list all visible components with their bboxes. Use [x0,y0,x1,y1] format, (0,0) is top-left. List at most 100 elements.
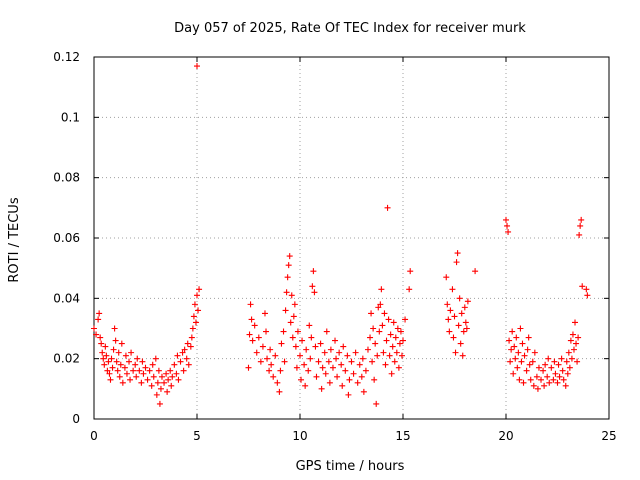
x-tick-label: 25 [601,429,616,443]
data-point [444,301,451,308]
data-point [574,358,581,365]
data-point [298,376,305,383]
data-point [289,334,296,341]
data-point [531,349,538,356]
data-point [188,334,195,341]
data-point [115,349,122,356]
data-point [348,358,355,365]
data-point [570,346,577,353]
data-point [372,340,379,347]
data-point [391,358,398,365]
data-point [445,316,452,323]
data-point [462,319,469,326]
data-point [323,328,330,335]
data-point [384,204,391,211]
data-point [457,340,464,347]
data-point [575,334,582,341]
data-point [550,376,557,383]
data-point [184,340,191,347]
y-axis-label: ROTI / TECUs [7,197,22,282]
data-point [535,364,542,371]
y-tick-label: 0.04 [53,291,80,305]
data-point [257,358,264,365]
data-point [245,364,252,371]
data-point [521,352,528,359]
data-point [101,361,108,368]
data-points [91,63,591,407]
data-point [456,295,463,302]
data-point [346,376,353,383]
data-point [93,331,100,338]
data-point [383,337,390,344]
data-point [510,370,517,377]
data-point [345,391,352,398]
data-point [515,349,522,356]
data-point [505,228,512,235]
data-point [520,379,527,386]
data-point [134,355,141,362]
data-point [336,349,343,356]
x-tick-label: 0 [90,429,98,443]
data-point [530,382,537,389]
data-point [309,283,316,290]
data-point [116,373,123,380]
data-point [350,370,357,377]
data-point [325,358,332,365]
data-point [277,367,284,374]
data-point [354,379,361,386]
data-point [280,328,287,335]
data-point [154,379,161,386]
data-point [508,346,515,353]
data-point [368,310,375,317]
data-point [463,325,470,332]
data-point [453,259,460,266]
data-point [305,367,312,374]
data-point [503,216,509,223]
data-point [263,328,270,335]
data-point [451,313,458,320]
data-point [310,268,317,275]
data-point [174,352,181,359]
data-point [356,361,363,368]
data-point [562,382,569,389]
data-point [379,322,386,329]
data-point [106,370,113,377]
data-point [454,250,461,257]
y-tick-label: 0.06 [53,231,80,245]
data-point [551,358,558,365]
data-point [158,373,165,380]
data-point [511,343,518,350]
data-point [177,358,184,365]
y-tick-label: 0.1 [61,110,80,124]
data-point [388,370,395,377]
data-point [100,355,107,362]
data-point [167,367,174,374]
data-point [259,343,266,350]
data-point [344,352,351,359]
data-point [509,328,516,335]
data-point [512,355,519,362]
data-point [266,367,273,374]
data-point [566,364,573,371]
data-point [546,379,553,386]
data-point [281,358,288,365]
data-point [393,349,400,356]
data-point [144,376,151,383]
data-point [268,361,275,368]
data-point [122,352,129,359]
data-point [376,328,383,335]
data-point [583,286,590,293]
data-point [183,355,190,362]
data-point [91,325,97,332]
data-point [407,268,414,275]
data-point [461,304,468,311]
data-point [261,310,268,317]
data-point [327,346,334,353]
y-tick-label: 0.08 [53,171,80,185]
data-point [394,325,401,332]
data-point [119,379,126,386]
data-point [381,310,388,317]
data-point [464,298,471,305]
data-point [133,373,140,380]
data-point [173,370,180,377]
